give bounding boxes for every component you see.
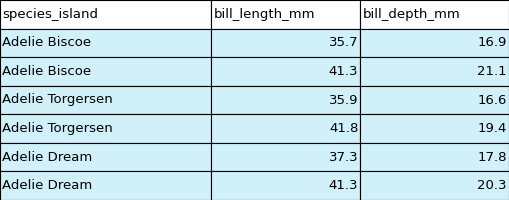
Text: Adelie Biscoe: Adelie Biscoe <box>2 65 91 78</box>
Bar <box>211 0 360 29</box>
Bar <box>0 86 211 114</box>
Bar <box>0 29 211 57</box>
Text: Adelie Torgersen: Adelie Torgersen <box>2 94 113 106</box>
Bar <box>0 143 211 171</box>
Text: 41.8: 41.8 <box>329 122 358 135</box>
Bar <box>211 29 360 57</box>
Text: 16.6: 16.6 <box>477 94 507 106</box>
Text: 41.3: 41.3 <box>329 65 358 78</box>
Bar <box>211 171 360 200</box>
Bar <box>360 143 509 171</box>
Text: species_island: species_island <box>2 8 98 21</box>
Bar <box>0 57 211 86</box>
Bar <box>360 57 509 86</box>
Text: 37.3: 37.3 <box>329 151 358 164</box>
Bar <box>0 0 211 29</box>
Bar <box>211 86 360 114</box>
Bar <box>0 171 211 200</box>
Text: 21.1: 21.1 <box>477 65 507 78</box>
Text: 20.3: 20.3 <box>477 179 507 192</box>
Text: 17.8: 17.8 <box>477 151 507 164</box>
Text: Adelie Torgersen: Adelie Torgersen <box>2 122 113 135</box>
Bar <box>211 57 360 86</box>
Text: 35.9: 35.9 <box>329 94 358 106</box>
Text: 16.9: 16.9 <box>477 36 507 49</box>
Bar <box>211 114 360 143</box>
Text: Adelie Dream: Adelie Dream <box>2 151 92 164</box>
Bar <box>360 86 509 114</box>
Text: Adelie Dream: Adelie Dream <box>2 179 92 192</box>
Text: Adelie Biscoe: Adelie Biscoe <box>2 36 91 49</box>
Bar <box>360 29 509 57</box>
Bar <box>360 171 509 200</box>
Bar <box>360 114 509 143</box>
Text: 35.7: 35.7 <box>329 36 358 49</box>
Bar <box>360 0 509 29</box>
Bar <box>0 114 211 143</box>
Text: 19.4: 19.4 <box>477 122 507 135</box>
Text: bill_depth_mm: bill_depth_mm <box>362 8 460 21</box>
Bar <box>211 143 360 171</box>
Text: bill_length_mm: bill_length_mm <box>213 8 315 21</box>
Text: 41.3: 41.3 <box>329 179 358 192</box>
